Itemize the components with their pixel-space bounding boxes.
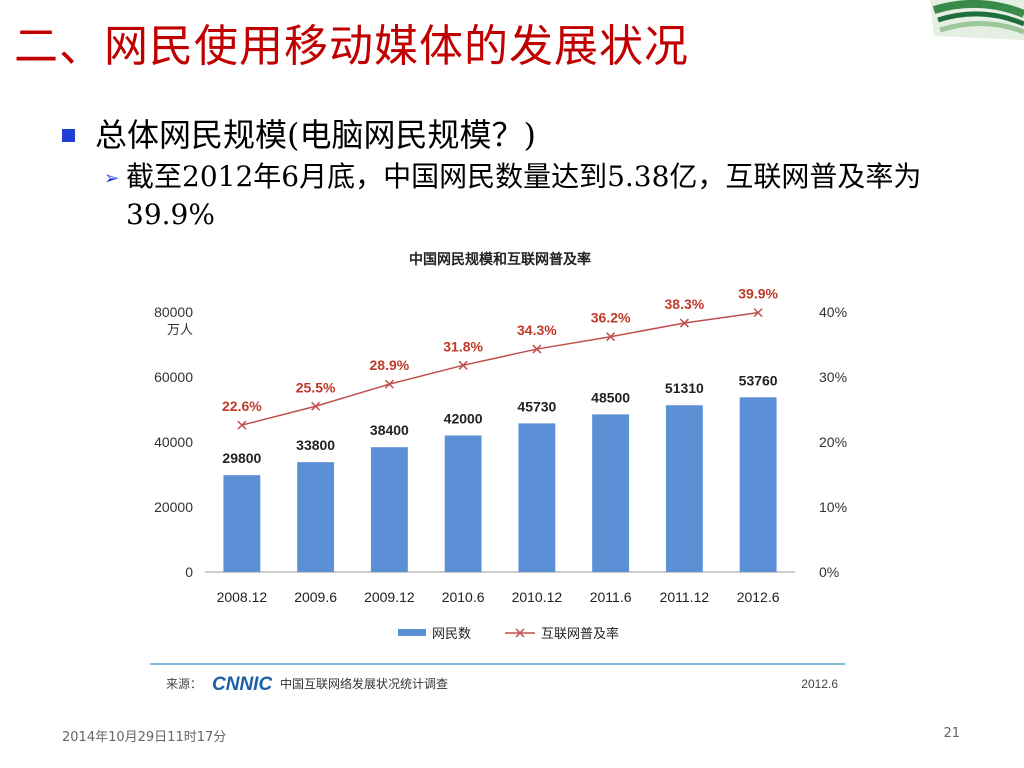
footer-date: 2014年10月29日11时17分 bbox=[62, 730, 227, 745]
bar bbox=[518, 423, 556, 572]
left-tick-label: 40000 bbox=[154, 434, 193, 450]
bar bbox=[665, 405, 703, 572]
penetration-line bbox=[241, 311, 759, 426]
arrow-bullet-icon: ➢ bbox=[104, 168, 120, 189]
line-value-label: 31.8% bbox=[443, 338, 483, 354]
line-point-marker bbox=[679, 318, 689, 328]
line-value-label: 38.3% bbox=[665, 296, 705, 312]
x-tick-label: 2008.12 bbox=[217, 589, 268, 605]
x-tick-label: 2011.6 bbox=[590, 589, 632, 605]
bar-value-label: 53760 bbox=[739, 372, 778, 388]
x-tick-label: 2010.6 bbox=[442, 589, 485, 605]
bar-value-label: 42000 bbox=[444, 411, 483, 427]
bar bbox=[592, 414, 630, 572]
subbullet-1-text: 截至2012年6月底，中国网民数量达到5.38亿，互联网普及率为39.9% bbox=[126, 160, 922, 231]
page-number: 21 bbox=[943, 726, 960, 741]
left-tick-label: 0 bbox=[185, 564, 193, 580]
line-point-marker bbox=[606, 332, 616, 342]
netizen-chart: 中国网民规模和互联网普及率 0 20000 40000 60000 80000 万人 0% 10… bbox=[150, 251, 847, 695]
line-value-label: 39.9% bbox=[738, 286, 778, 302]
legend-line-marker bbox=[515, 628, 525, 638]
line-point-marker bbox=[532, 344, 542, 354]
corner-decoration-icon bbox=[930, 0, 1024, 40]
bar bbox=[223, 475, 261, 572]
right-tick-label: 40% bbox=[819, 304, 847, 320]
right-tick-label: 0% bbox=[819, 564, 839, 580]
x-tick-label: 2009.12 bbox=[364, 589, 415, 605]
line-point-marker bbox=[237, 420, 247, 430]
line-value-label: 22.6% bbox=[222, 398, 262, 414]
chart-title: 中国网民规模和互联网普及率 bbox=[409, 251, 591, 267]
line-value-label: 36.2% bbox=[591, 310, 631, 326]
right-tick-label: 10% bbox=[819, 499, 847, 515]
x-tick-label: 2009.6 bbox=[294, 589, 337, 605]
line-point-marker bbox=[311, 401, 321, 411]
legend-line-label: 互联网普及率 bbox=[541, 626, 619, 641]
bullet-square-icon bbox=[62, 128, 75, 142]
legend-bar-swatch bbox=[398, 629, 426, 636]
chart-container: 中国网民规模和互联网普及率 0 20000 40000 60000 80000 万人 0% 10… bbox=[130, 240, 850, 700]
x-tick-label: 2010.12 bbox=[512, 589, 563, 605]
cnnic-logo: CNNIC bbox=[212, 674, 272, 695]
left-tick-label: 60000 bbox=[154, 369, 193, 385]
source-text: 中国互联网络发展状况统计调查 bbox=[280, 676, 448, 691]
line-value-label: 25.5% bbox=[296, 379, 336, 395]
line-value-label: 34.3% bbox=[517, 322, 557, 338]
source-label: 来源： bbox=[166, 677, 202, 691]
subbullet-1: ➢ 截至2012年6月底，中国网民数量达到5.38亿，互联网普及率为39.9% bbox=[104, 158, 974, 234]
bar-value-label: 33800 bbox=[296, 437, 335, 453]
bar bbox=[444, 435, 482, 572]
slide-title: 二、网民使用移动媒体的发展状况 bbox=[14, 21, 689, 72]
line-point-marker bbox=[458, 360, 468, 370]
line-point-marker bbox=[753, 308, 763, 318]
bar-value-label: 45730 bbox=[517, 398, 556, 414]
bullet-1: 总体网民规模(电脑网民规模？) bbox=[62, 110, 536, 156]
x-tick-label: 2012.6 bbox=[737, 589, 780, 605]
bullet-1-text: 总体网民规模(电脑网民规模？) bbox=[95, 116, 536, 154]
left-axis-unit: 万人 bbox=[167, 322, 193, 337]
left-tick-label: 20000 bbox=[154, 499, 193, 515]
legend-bar-label: 网民数 bbox=[432, 626, 471, 641]
left-tick-label: 80000 bbox=[154, 304, 193, 320]
bar-value-label: 51310 bbox=[665, 380, 704, 396]
bar-value-label: 29800 bbox=[222, 450, 261, 466]
bar-value-label: 48500 bbox=[591, 389, 630, 405]
bar-value-label: 38400 bbox=[370, 422, 409, 438]
x-tick-label: 2011.12 bbox=[660, 589, 710, 605]
line-point-marker bbox=[384, 379, 394, 389]
bar bbox=[370, 447, 408, 572]
line-value-label: 28.9% bbox=[370, 357, 410, 373]
right-tick-label: 30% bbox=[819, 369, 847, 385]
right-tick-label: 20% bbox=[819, 434, 847, 450]
source-date: 2012.6 bbox=[801, 677, 838, 691]
bar bbox=[739, 397, 777, 572]
bar bbox=[297, 462, 335, 572]
